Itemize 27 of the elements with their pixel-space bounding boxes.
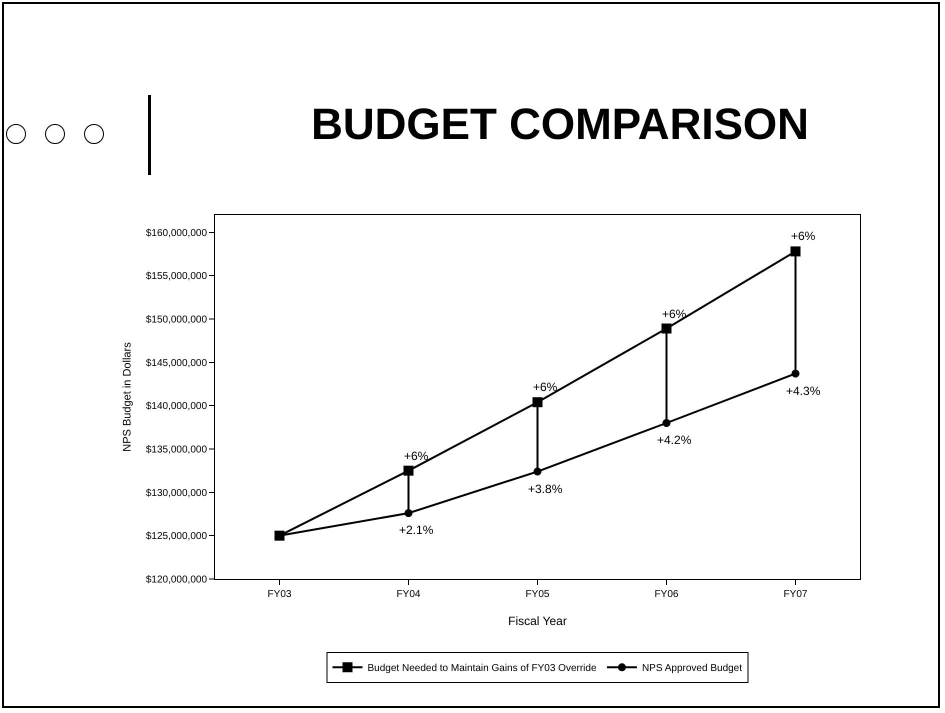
x-axis-title: Fiscal Year xyxy=(508,614,567,628)
annotation: +6% xyxy=(791,229,816,243)
x-tick-label: FY06 xyxy=(654,589,679,600)
y-tick-label: $120,000,000 xyxy=(146,574,208,586)
y-tick-label: $125,000,000 xyxy=(146,531,208,542)
annotation: +6% xyxy=(404,449,429,463)
annotation: +2.1% xyxy=(399,523,434,537)
legend-label: Budget Needed to Maintain Gains of FY03 Override xyxy=(368,663,597,674)
y-tick-label: $140,000,000 xyxy=(146,401,208,412)
annotation: +4.3% xyxy=(786,384,821,398)
y-axis-title: NPS Budget in Dollars xyxy=(121,342,134,452)
y-tick-label: $160,000,000 xyxy=(146,228,208,239)
y-tick-label: $155,000,000 xyxy=(146,271,208,282)
y-tick-label: $145,000,000 xyxy=(146,358,208,369)
annotation: +4.2% xyxy=(657,433,692,447)
x-tick-label: FY04 xyxy=(396,589,421,600)
annotation: +3.8% xyxy=(528,482,563,496)
x-tick-label: FY05 xyxy=(526,589,550,600)
y-tick-label: $130,000,000 xyxy=(146,488,208,499)
legend-label: NPS Approved Budget xyxy=(642,663,742,674)
x-tick-label: FY03 xyxy=(268,589,292,600)
annotation: +6% xyxy=(533,380,558,394)
chart-title: BUDGET COMPARISON xyxy=(310,100,810,150)
annotation: +6% xyxy=(662,307,687,321)
x-tick-label: FY07 xyxy=(784,589,808,600)
y-tick-label: $135,000,000 xyxy=(146,444,208,456)
y-tick-label: $150,000,000 xyxy=(146,314,208,326)
